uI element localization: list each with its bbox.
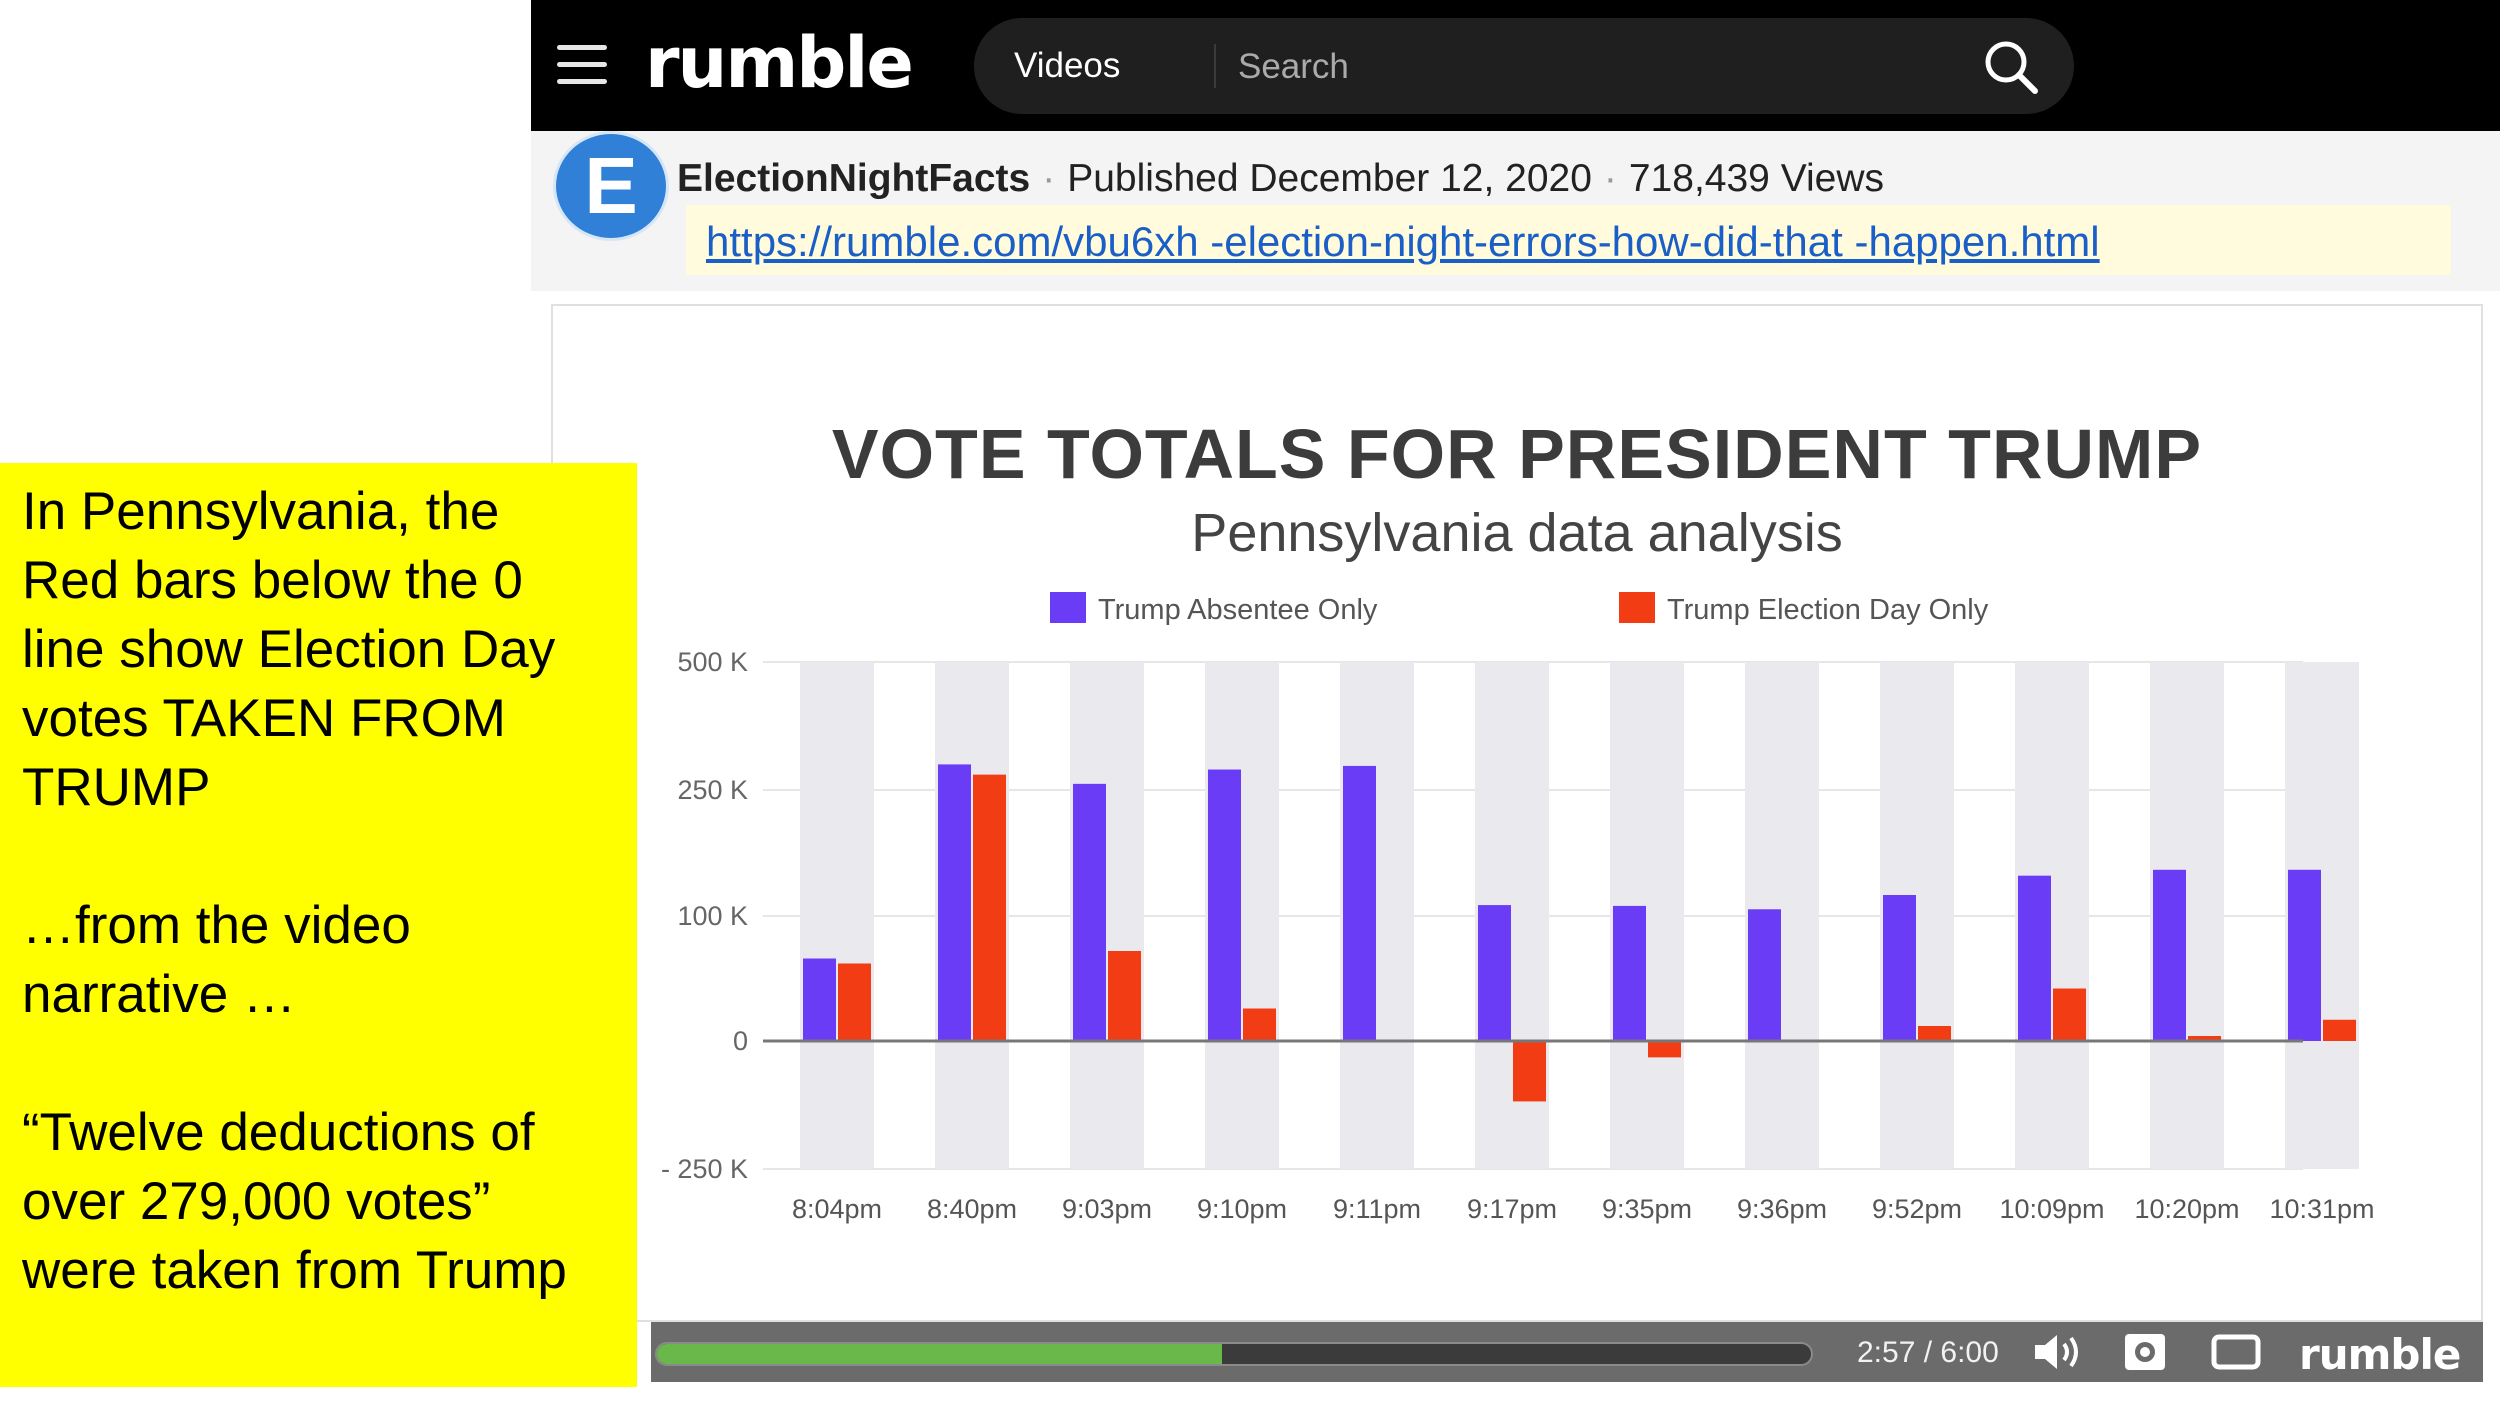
x-tick-label: 10:20pm — [2134, 1194, 2239, 1224]
x-tick-label: 9:10pm — [1197, 1194, 1287, 1224]
menu-icon[interactable] — [557, 45, 607, 85]
x-tick-label: 10:31pm — [2269, 1194, 2374, 1224]
view-count: 718,439 Views — [1628, 157, 1885, 200]
absentee-bar — [1613, 905, 1646, 1041]
chart-subtitle: Pennsylvania data analysis — [1191, 503, 1843, 563]
absentee-bar — [1073, 783, 1106, 1041]
video-meta-line: ElectionNightFacts · Published December 12… — [677, 157, 1884, 201]
x-tick-label: 9:11pm — [1333, 1194, 1421, 1224]
election-day-bar — [2053, 988, 2086, 1041]
legend-swatch — [1050, 592, 1086, 623]
channel-name[interactable]: ElectionNightFacts — [677, 157, 1031, 200]
y-tick-label: 100 K — [677, 901, 748, 931]
election-day-bar — [1918, 1026, 1951, 1041]
category-background — [800, 662, 874, 1169]
annotation-paragraph-1: In Pennsylvania, the Red bars below the … — [22, 482, 556, 817]
absentee-bar — [1478, 905, 1511, 1041]
y-tick-label: 500 K — [677, 647, 748, 677]
progress-bar[interactable] — [655, 1342, 1813, 1366]
search-bar: Videos — [974, 18, 2074, 114]
video-url-link[interactable]: https://rumble.com/vbu6xh -election-nigh… — [706, 218, 2100, 265]
publish-date: Published December 12, 2020 — [1067, 157, 1592, 200]
video-info-strip: E ElectionNightFacts · Published December … — [531, 131, 2500, 291]
election-day-bar — [2188, 1036, 2221, 1041]
legend-label: Trump Absentee Only — [1098, 594, 1378, 626]
election-day-bar — [1513, 1041, 1546, 1102]
y-tick-label: 250 K — [677, 775, 748, 805]
absentee-bar — [2153, 869, 2186, 1041]
absentee-bar — [2018, 875, 2051, 1041]
separator-dot: · — [1042, 157, 1056, 200]
election-day-bar — [2323, 1019, 2356, 1041]
x-tick-label: 9:52pm — [1872, 1194, 1962, 1224]
url-highlight: https://rumble.com/vbu6xh -election-nigh… — [686, 205, 2451, 275]
player-rumble-logo[interactable]: rumble — [2299, 1330, 2461, 1379]
playback-time: 2:57 / 6:00 — [1857, 1336, 1999, 1369]
absentee-bar — [938, 764, 971, 1041]
channel-avatar[interactable]: E — [553, 131, 669, 241]
x-tick-label: 9:17pm — [1467, 1194, 1557, 1224]
x-tick-label: 9:03pm — [1062, 1194, 1152, 1224]
y-tick-label: - 250 K — [661, 1154, 748, 1184]
election-day-bar — [1243, 1008, 1276, 1041]
search-divider — [1214, 44, 1216, 88]
x-tick-label: 9:36pm — [1737, 1194, 1827, 1224]
annotation-callout: In Pennsylvania, the Red bars below the … — [0, 463, 637, 1387]
search-scope-videos[interactable]: Videos — [1014, 46, 1121, 85]
separator-dot: · — [1603, 157, 1617, 200]
absentee-bar — [1883, 895, 1916, 1041]
x-tick-label: 9:35pm — [1602, 1194, 1692, 1224]
search-input[interactable] — [1236, 32, 1940, 102]
absentee-bar — [2288, 869, 2321, 1041]
absentee-bar — [1208, 769, 1241, 1041]
election-day-bar — [1648, 1041, 1681, 1058]
election-day-bar — [838, 963, 871, 1041]
theater-mode-icon[interactable] — [2211, 1332, 2261, 1372]
x-tick-label: 8:40pm — [927, 1194, 1017, 1224]
volume-icon[interactable] — [2033, 1332, 2085, 1372]
annotation-paragraph-2: …from the video narrative … — [22, 896, 411, 1024]
top-navigation-bar: rumble Videos — [531, 0, 2500, 131]
video-player-frame[interactable]: VOTE TOTALS FOR PRESIDENT TRUMP Pennsylv… — [551, 304, 2483, 1322]
progress-fill — [657, 1344, 1223, 1364]
player-controls: 2:57 / 6:00 rumble — [651, 1322, 2483, 1382]
vote-totals-chart: 500 K 250 K 100 K 0 - 250 K 8:04pm 8:40pm 9:03p… — [661, 592, 2375, 1224]
chart-title: VOTE TOTALS FOR PRESIDENT TRUMP — [831, 415, 2203, 493]
absentee-bar — [803, 958, 836, 1041]
settings-gear-icon[interactable] — [2123, 1332, 2167, 1372]
legend-swatch — [1619, 592, 1655, 623]
search-icon[interactable] — [1982, 38, 2040, 96]
rumble-logo[interactable]: rumble — [645, 22, 914, 104]
election-day-bar — [973, 774, 1006, 1041]
x-tick-label: 10:09pm — [1999, 1194, 2104, 1224]
absentee-bar — [1748, 909, 1781, 1041]
annotation-paragraph-3: “Twelve deductions of over 279,000 votes… — [22, 1103, 567, 1300]
y-tick-label: 0 — [733, 1026, 748, 1056]
x-tick-label: 8:04pm — [792, 1194, 882, 1224]
absentee-bar — [1343, 765, 1376, 1041]
legend-label: Trump Election Day Only — [1667, 594, 1989, 626]
election-day-bar — [1108, 951, 1141, 1041]
